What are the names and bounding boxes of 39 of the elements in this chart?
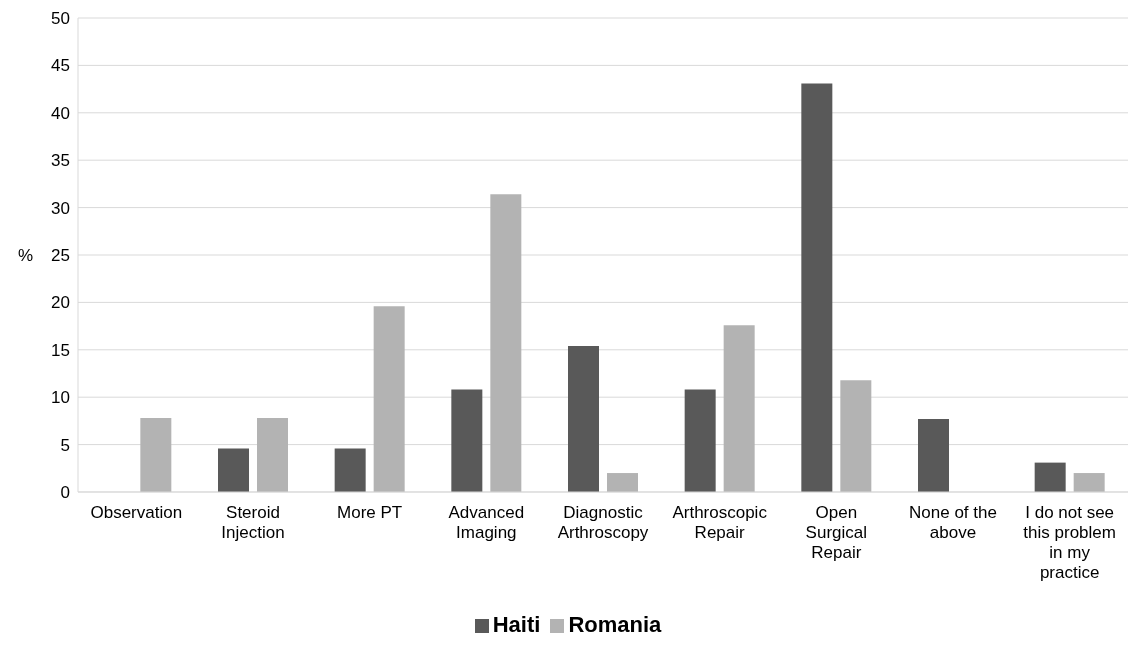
bar	[684, 389, 716, 492]
y-tick-label: 50	[51, 9, 70, 29]
bar	[568, 346, 599, 492]
x-tick-label: Steroid Injection	[221, 503, 285, 542]
bar	[918, 419, 949, 492]
bar	[607, 473, 638, 492]
y-tick-label: 15	[51, 340, 70, 360]
y-tick-label: 5	[60, 435, 70, 455]
x-tick-label: I do not see this problem in my practice	[1023, 503, 1116, 582]
x-tick-label: Advanced Imaging	[448, 503, 525, 542]
y-tick-label: 0	[60, 483, 70, 503]
y-tick-label: 10	[51, 388, 70, 408]
bar	[1073, 473, 1105, 492]
bar	[1034, 462, 1066, 492]
bar	[140, 418, 172, 492]
bar	[840, 380, 872, 492]
y-tick-label: 40	[51, 103, 70, 123]
bar	[218, 448, 249, 492]
x-tick-label: More PT	[337, 503, 403, 522]
bar	[723, 325, 755, 492]
bar	[257, 418, 288, 492]
bar	[451, 389, 483, 492]
bar	[490, 194, 522, 492]
y-axis-title: %	[18, 246, 34, 266]
y-tick-label: 30	[51, 198, 70, 218]
legend-label: Romania	[568, 612, 662, 637]
y-tick-label: 45	[51, 56, 70, 76]
y-tick-label: 25	[51, 246, 70, 266]
bar	[373, 306, 405, 492]
bar	[801, 83, 833, 492]
x-tick-label: Arthroscopic Repair	[672, 503, 768, 542]
y-tick-label: 35	[51, 151, 70, 171]
y-tick-label: 20	[51, 293, 70, 313]
x-tick-label: Diagnostic Arthroscopy	[557, 503, 649, 542]
x-tick-label: Observation	[90, 503, 183, 522]
legend-label: Haiti	[492, 612, 541, 637]
x-tick-label: Open Surgical Repair	[805, 503, 868, 562]
x-tick-label: None of the above	[909, 503, 997, 542]
bar	[334, 448, 366, 492]
